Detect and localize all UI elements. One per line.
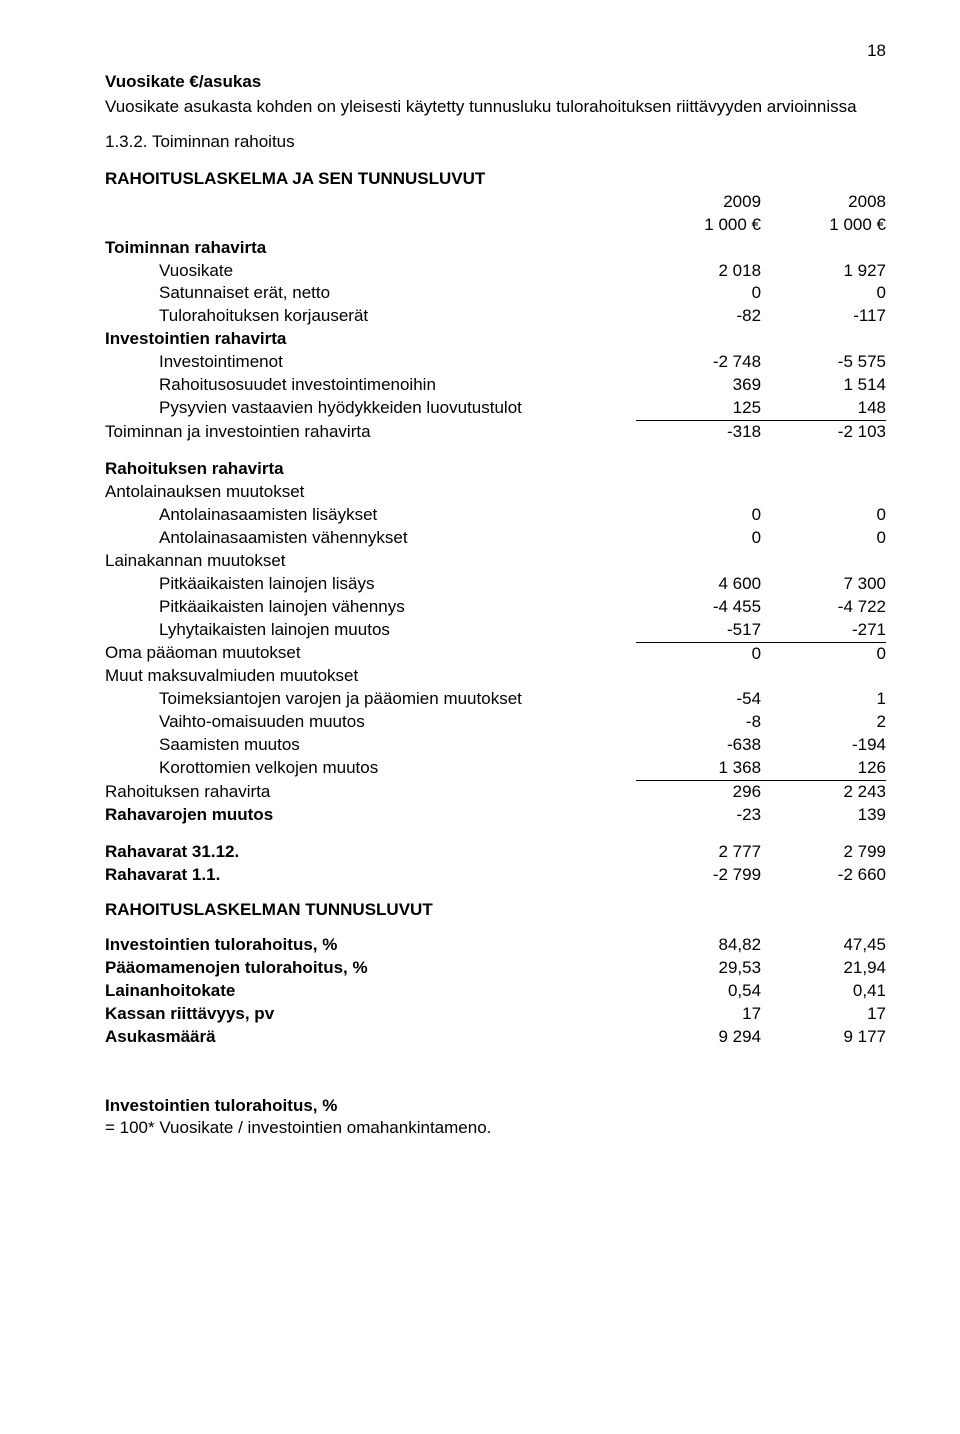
financial-table: 2009 2008 1 000 € 1 000 € Toiminnan raha… [105,191,886,887]
footer-heading: Investointien tulorahoitus, % [105,1095,886,1118]
row-investointimenot: Investointimenot-2 748-5 575 [105,351,886,374]
intro-text: Vuosikate asukasta kohden on yleisesti k… [105,96,886,119]
row-rahoituksen-rahavirta: Rahoituksen rahavirta2962 243 [105,781,886,804]
header-units: 1 000 € 1 000 € [105,214,886,237]
row-antolainauksen: Antolainauksen muutokset [105,481,886,504]
row-operating-cashflow: Toiminnan rahavirta [105,237,886,260]
row-vuosikate: Vuosikate2 0181 927 [105,260,886,283]
row-lyhyt-muutos: Lyhytaikaisten lainojen muutos-517-271 [105,619,886,642]
row-toimeksiannot: Toimeksiantojen varojen ja pääomien muut… [105,688,886,711]
row-rahavarat-3112: Rahavarat 31.12.2 7772 799 [105,841,886,864]
row-antolaina-lisaykset: Antolainasaamisten lisäykset00 [105,504,886,527]
footer-text: = 100* Vuosikate / investointien omahank… [105,1117,886,1140]
ratio-paaomamenot: Pääomamenojen tulorahoitus, %29,5321,94 [105,957,886,980]
ratio-lainanhoitokate: Lainanhoitokate0,540,41 [105,980,886,1003]
main-title: RAHOITUSLASKELMA JA SEN TUNNUSLUVUT [105,168,886,191]
row-rahoitusosuudet: Rahoitusosuudet investointimenoihin3691 … [105,374,886,397]
row-korjauserat: Tulorahoituksen korjauserät-82-117 [105,305,886,328]
section-number: 1.3.2. Toiminnan rahoitus [105,131,886,154]
row-financing-cashflow: Rahoituksen rahavirta [105,458,886,481]
row-korottomat: Korottomien velkojen muutos1 368126 [105,757,886,780]
ratios-title: RAHOITUSLASKELMAN TUNNUSLUVUT [105,899,886,922]
row-pitka-lisays: Pitkäaikaisten lainojen lisäys4 6007 300 [105,573,886,596]
row-antolaina-vahennykset: Antolainasaamisten vähennykset00 [105,527,886,550]
ratio-kassan-riittavyys: Kassan riittävyys, pv1717 [105,1003,886,1026]
header-years: 2009 2008 [105,191,886,214]
row-toiminnan-ja-invest: Toiminnan ja investointien rahavirta-318… [105,421,886,444]
row-saamiset: Saamisten muutos-638-194 [105,734,886,757]
ratio-invest-tulorahoitus: Investointien tulorahoitus, %84,8247,45 [105,934,886,957]
row-rahavarojen-muutos: Rahavarojen muutos-23139 [105,804,886,827]
row-lainakannan: Lainakannan muutokset [105,550,886,573]
row-muut-maksuvalmius: Muut maksuvalmiuden muutokset [105,665,886,688]
row-rahavarat-11: Rahavarat 1.1.-2 799-2 660 [105,864,886,887]
year-1: 2009 [636,191,761,214]
unit-1: 1 000 € [636,214,761,237]
row-oma-paaoma: Oma pääoman muutokset00 [105,642,886,665]
unit-2: 1 000 € [761,214,886,237]
year-2: 2008 [761,191,886,214]
row-invest-cashflow: Investointien rahavirta [105,328,886,351]
row-luovutustulot: Pysyvien vastaavien hyödykkeiden luovutu… [105,397,886,420]
intro-heading: Vuosikate €/asukas [105,71,886,94]
ratios-table: Investointien tulorahoitus, %84,8247,45 … [105,934,886,1049]
page-number: 18 [105,40,886,63]
ratio-asukasmaara: Asukasmäärä9 2949 177 [105,1026,886,1049]
row-vaihto: Vaihto-omaisuuden muutos-82 [105,711,886,734]
row-satunnaiset: Satunnaiset erät, netto00 [105,282,886,305]
row-pitka-vahennys: Pitkäaikaisten lainojen vähennys-4 455-4… [105,596,886,619]
